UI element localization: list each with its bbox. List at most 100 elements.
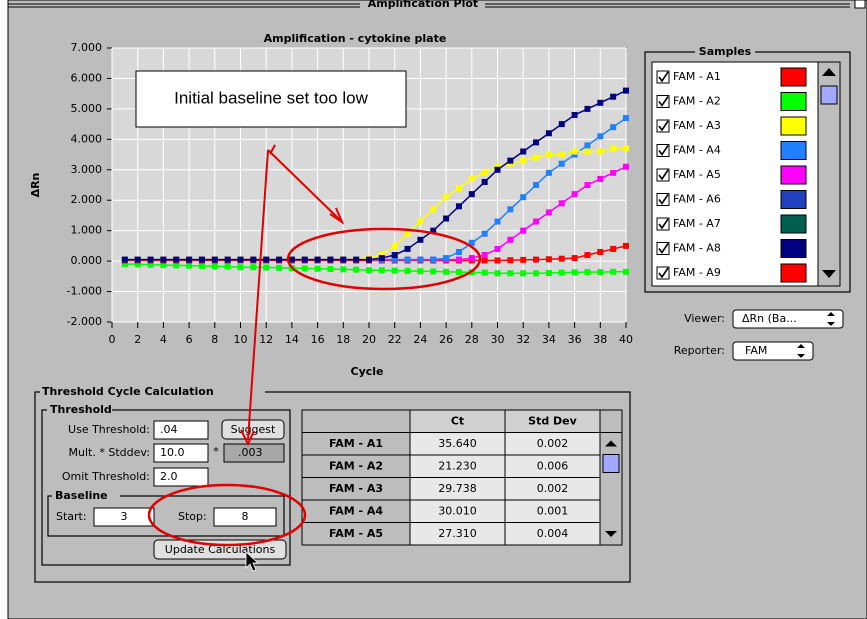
- annotation-box: [135, 70, 407, 128]
- sample-label: FAM - A4: [673, 144, 721, 157]
- data-point: [610, 169, 617, 176]
- data-point: [558, 151, 565, 158]
- annotation: Initial baseline set too low: [174, 88, 368, 107]
- sample-swatch: [780, 67, 807, 87]
- x-tick-label: 16: [311, 333, 325, 346]
- data-point: [571, 191, 578, 198]
- data-point: [610, 268, 617, 275]
- data-point: [173, 262, 180, 269]
- data-point: [237, 264, 244, 271]
- data-point: [623, 145, 629, 152]
- data-point: [417, 218, 424, 225]
- data-point: [520, 194, 527, 201]
- data-point: [455, 269, 462, 276]
- update-button[interactable]: [153, 539, 287, 560]
- viewer-value: ΔRn (Ba...: [742, 312, 797, 325]
- table-value: 0.004: [537, 527, 569, 540]
- y-tick-label: 3.000: [71, 163, 103, 176]
- arrow-line: [247, 149, 269, 441]
- data-point: [597, 148, 604, 155]
- checkmark: [658, 96, 669, 107]
- sample-swatch: [780, 116, 807, 136]
- data-point: [276, 256, 283, 263]
- threshold-group: [41, 409, 291, 566]
- x-tick-label: 36: [568, 333, 582, 346]
- data-point: [623, 242, 629, 249]
- x-tick-label: 18: [336, 333, 350, 346]
- checkmark: [658, 71, 669, 83]
- data-point: [134, 256, 141, 263]
- y-tick-label: -1.000: [67, 285, 102, 298]
- data-point: [494, 257, 501, 264]
- start-value: 3: [121, 510, 128, 523]
- checkmark: [658, 145, 669, 156]
- highlight-ellipse: [147, 483, 307, 547]
- data-point: [494, 166, 501, 173]
- cursor: [245, 551, 260, 572]
- omit-field[interactable]: [153, 467, 209, 487]
- data-point: [250, 256, 257, 263]
- scroll-up[interactable]: [605, 440, 617, 447]
- data-point: [610, 145, 617, 152]
- sample-swatch: [780, 263, 807, 283]
- x-tick-label: 2: [134, 333, 141, 346]
- x-tick-label: 12: [259, 333, 273, 346]
- zoom-box[interactable]: [854, 0, 866, 9]
- data-point: [301, 256, 308, 263]
- group-title-bg: [52, 489, 120, 503]
- table-value: 0.001: [537, 504, 569, 517]
- group-title-bg: [47, 403, 112, 417]
- row-label: FAM - A3: [329, 482, 383, 495]
- x-tick-label: 30: [491, 333, 505, 346]
- scroll-down[interactable]: [822, 270, 836, 278]
- scroll-thumb[interactable]: [820, 85, 838, 105]
- sample-swatch: [780, 239, 807, 258]
- use-threshold-field[interactable]: [153, 420, 209, 440]
- data-point: [455, 185, 462, 192]
- scroll-down[interactable]: [605, 531, 617, 537]
- sample-label: FAM - A3: [673, 119, 721, 132]
- data-point: [507, 270, 514, 277]
- scroll-thumb[interactable]: [602, 454, 620, 473]
- row-label: FAM - A1: [329, 437, 383, 450]
- y-tick-label: 4.000: [71, 132, 103, 145]
- y-tick-label: 6.000: [71, 71, 103, 84]
- sample-label: FAM - A1: [673, 70, 721, 83]
- suggest-button[interactable]: [221, 419, 285, 440]
- data-point: [237, 256, 244, 263]
- start-field[interactable]: [93, 507, 155, 527]
- annotation-arrows: [147, 144, 482, 547]
- viewer-popup[interactable]: [732, 309, 844, 329]
- data-point: [404, 256, 411, 263]
- data-point: [507, 236, 514, 243]
- mult-result-field: [223, 443, 285, 463]
- samples-items: FAM - A1 FAM - A2 FAM - A3 FAM - A4 FAM - A5…: [656, 67, 807, 283]
- table-value: 0.006: [537, 459, 569, 472]
- data-point: [430, 256, 437, 263]
- data-point: [558, 121, 565, 128]
- reporter-popup[interactable]: [732, 341, 814, 361]
- checkmark: [658, 243, 669, 254]
- scroll-up[interactable]: [822, 68, 836, 76]
- data-point: [571, 111, 578, 118]
- data-point: [481, 269, 488, 276]
- table-scrollbar[interactable]: [599, 432, 623, 546]
- stop-field[interactable]: [213, 507, 277, 527]
- data-point: [481, 230, 488, 237]
- data-point: [173, 256, 180, 263]
- data-point: [558, 255, 565, 262]
- popup-arrows: [827, 312, 835, 326]
- data-point: [545, 256, 552, 263]
- data-point: [378, 267, 385, 274]
- data-point: [507, 206, 514, 213]
- x-tick-label: 14: [285, 333, 299, 346]
- data-point: [443, 268, 450, 275]
- scrollbar[interactable]: [817, 61, 841, 287]
- mult-field[interactable]: [153, 443, 209, 463]
- data-point: [147, 256, 154, 263]
- data-point: [391, 252, 398, 259]
- y-tick-label: 2.000: [71, 193, 103, 206]
- x-tick-label: 22: [388, 333, 402, 346]
- data-point: [340, 256, 347, 263]
